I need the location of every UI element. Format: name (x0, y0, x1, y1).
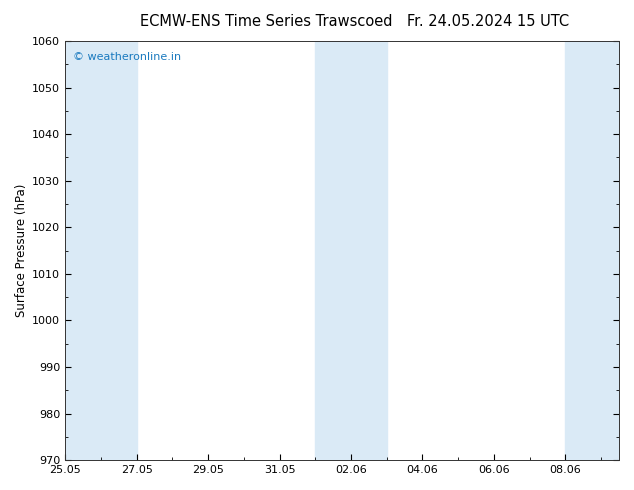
Bar (315, 41, 387, 460)
Y-axis label: Surface Pressure (hPa): Surface Pressure (hPa) (15, 184, 28, 318)
Bar (65, 41, 136, 460)
Text: © weatheronline.in: © weatheronline.in (74, 51, 181, 62)
Text: Fr. 24.05.2024 15 UTC: Fr. 24.05.2024 15 UTC (407, 14, 569, 29)
Text: ECMW-ENS Time Series Trawscoed: ECMW-ENS Time Series Trawscoed (140, 14, 392, 29)
Bar (566, 41, 634, 460)
